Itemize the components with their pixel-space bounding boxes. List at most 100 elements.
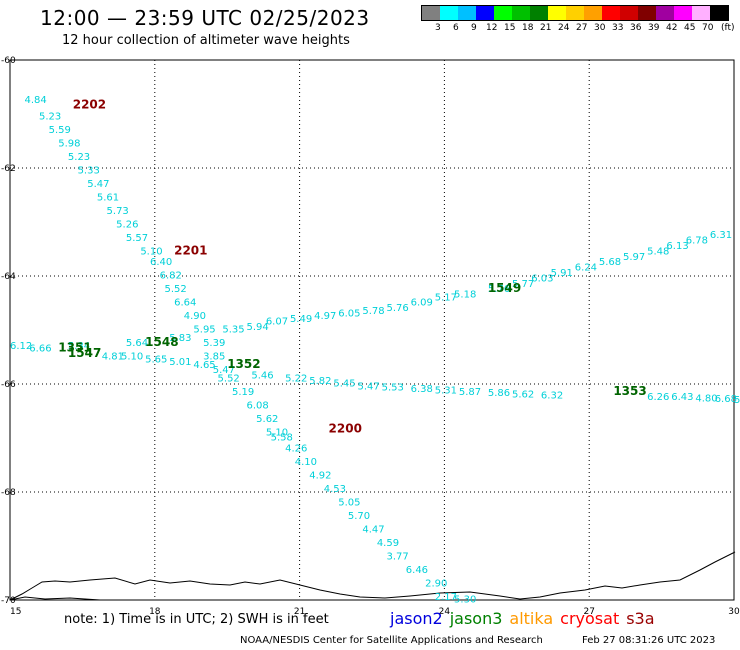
- wave-height-value: 5.10: [121, 352, 143, 363]
- wave-height-value: 5.10: [266, 427, 288, 438]
- legend-tick-label: 39: [648, 23, 660, 33]
- wave-height-value: 6.12: [10, 341, 32, 352]
- wave-height-value: 6.46: [406, 565, 428, 576]
- wave-height-value: 6.82: [160, 271, 182, 282]
- wave-height-value: 5.52: [218, 373, 240, 384]
- satellite-legend: jason2 jason3 altika cryosat s3a: [390, 609, 662, 628]
- wave-height-value: 5.97: [623, 252, 645, 263]
- wave-height-value: 6.78: [686, 236, 708, 247]
- wave-height-value: 4.80: [695, 393, 717, 404]
- wave-height-value: 6.26: [647, 392, 669, 403]
- wave-height-value: 5.77: [512, 279, 534, 290]
- wave-height-value: 5.01: [169, 357, 191, 368]
- wave-height-value: 6.03: [531, 273, 553, 284]
- wave-height-value: 5.73: [107, 206, 129, 217]
- wave-height-value: 5.49: [290, 314, 312, 325]
- wave-height-value: 5.34: [68, 341, 90, 352]
- wave-height-value: 5.30: [454, 595, 476, 606]
- altimeter-tracks: 4.84 5.23 5.59 5.98 5.23 5.33 5.47 5.61 5.73 5.26…: [10, 95, 740, 606]
- legend-swatch: [584, 6, 602, 20]
- satellite-name: altika: [509, 609, 554, 628]
- wave-height-value: 5.59: [49, 125, 71, 136]
- wave-height-value: 5.78: [362, 306, 384, 317]
- legend-tick-label: 9: [471, 23, 477, 33]
- legend-tick-label: 6: [453, 23, 459, 33]
- coastline: [9, 551, 736, 601]
- legend-swatch: [476, 6, 494, 20]
- wave-height-value: 5.19: [232, 387, 254, 398]
- footer-date: Feb 27 08:31:26 UTC 2023: [582, 635, 716, 646]
- wave-height-value: 4.26: [285, 444, 307, 455]
- x-tick-label: 30: [728, 607, 740, 617]
- wave-height-value: 4.10: [295, 457, 317, 468]
- legend-tick-label: 45: [684, 23, 696, 33]
- coastline-inner: [9, 596, 101, 601]
- legend-swatch: [458, 6, 476, 20]
- wave-height-value: 6.08: [247, 400, 269, 411]
- wave-height-value: 5.94: [247, 322, 269, 333]
- wave-height-value: 5.35: [222, 325, 244, 336]
- color-scale-ticks: 3 6 9 12 15 18 21 24 27 30 33 36 39 42 45 70 (ft): [421, 21, 735, 35]
- y-tick-label: -64: [1, 272, 16, 282]
- wave-height-value: 2.90: [425, 579, 447, 590]
- wave-height-value: 6.24: [575, 263, 597, 274]
- legend-tick-label: 33: [612, 23, 624, 33]
- legend-swatch: [422, 6, 440, 20]
- grid-lines: [10, 60, 734, 600]
- y-tick-label: -66: [1, 380, 16, 390]
- wave-height-value: 5.65: [145, 354, 167, 365]
- legend-swatch: [692, 6, 710, 20]
- wave-height-value: 4.59: [377, 538, 399, 549]
- footer-credit: NOAA/NESDIS Center for Satellite Applica…: [240, 635, 543, 646]
- pass-label: 1353: [613, 384, 646, 398]
- wave-height-value: 5.18: [454, 290, 476, 301]
- y-tick-label: -70: [1, 596, 16, 606]
- wave-height-value: 5.31: [435, 386, 457, 397]
- x-tick-label: 18: [149, 607, 161, 617]
- wave-height-value: 6.66: [29, 344, 51, 355]
- legend-swatch: [710, 6, 728, 20]
- map-frame: [9, 59, 735, 601]
- color-scale-legend: 3 6 9 12 15 18 21 24 27 30 33 36 39 42 45 70 (ft): [421, 5, 735, 35]
- wave-height-value: 5.52: [164, 284, 186, 295]
- wave-height-value: 5.46: [251, 371, 273, 382]
- legend-swatch: [602, 6, 620, 20]
- legend-swatch: [548, 6, 566, 20]
- pass-label: 1548: [145, 335, 178, 349]
- wave-height-value: 5.33: [78, 165, 100, 176]
- y-axis-ticks: -60 -62 -64 -66 -68 -70: [1, 56, 16, 606]
- wave-height-value: 5.95: [193, 325, 215, 336]
- wave-height-value: 5.48: [647, 246, 669, 257]
- wave-height-value: 5.86: [488, 388, 510, 399]
- wave-height-value: 5.05: [338, 498, 360, 509]
- legend-tick-label: 24: [558, 23, 570, 33]
- legend-tick-label: 15: [504, 23, 516, 33]
- wave-height-value: 4.92: [309, 471, 331, 482]
- wave-height-value: 5.62: [256, 414, 278, 425]
- wave-height-value: 5.82: [309, 376, 331, 387]
- wave-height-value: 5.70: [348, 511, 370, 522]
- legend-tick-label: 70: [702, 23, 714, 33]
- legend-tick-label: 30: [594, 23, 606, 33]
- legend-swatch: [620, 6, 638, 20]
- legend-unit: (ft): [721, 23, 735, 33]
- pass-label: 2202: [73, 98, 106, 112]
- wave-height-value: 4.53: [324, 484, 346, 495]
- pass-label: 1351: [58, 341, 91, 355]
- wave-height-value: 5.47: [87, 179, 109, 190]
- legend-tick-label: 42: [666, 23, 678, 33]
- wave-height-value: 6.07: [266, 317, 288, 328]
- wave-height-value: 5.76: [386, 303, 408, 314]
- color-scale-bar: [421, 5, 729, 21]
- pass-label: 2200: [329, 422, 362, 436]
- wave-height-value: 4.47: [362, 525, 384, 536]
- wave-height-value: 6.31: [710, 230, 732, 241]
- wave-height-value: 6.32: [541, 391, 563, 402]
- wave-height-value: 5.26: [116, 219, 138, 230]
- wave-height-value: 4.97: [314, 311, 336, 322]
- wave-height-value: 5.23: [68, 152, 90, 163]
- satellite-name: cryosat: [560, 609, 620, 628]
- pass-label: 2201: [174, 243, 207, 257]
